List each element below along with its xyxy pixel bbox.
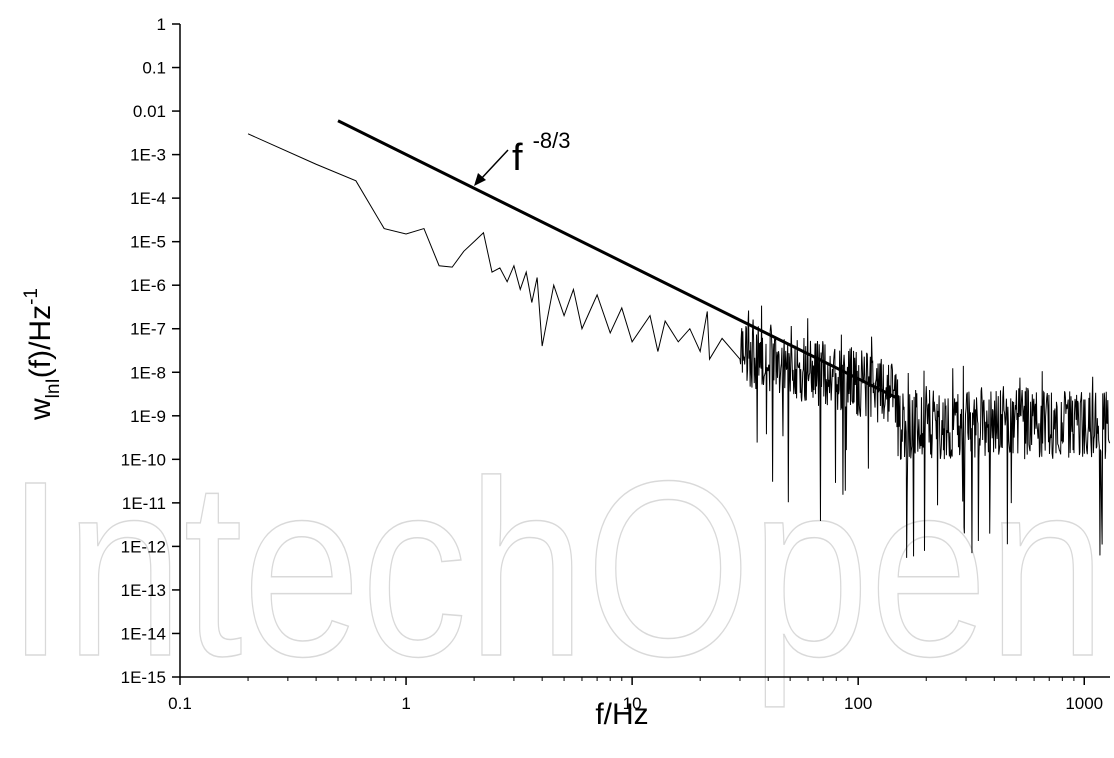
watermark-text: IntechOpen [6, 429, 1106, 708]
spectrum-series-line [247, 133, 1111, 558]
y-tick-label: 1E-8 [130, 363, 166, 382]
y-tick-label: 0.01 [133, 102, 166, 121]
y-tick-label: 1E-13 [121, 581, 166, 600]
axes [179, 24, 1110, 678]
reference-line-layer [337, 119, 899, 400]
y-tick-label: 1E-4 [130, 189, 166, 208]
y-tick-label: 1E-15 [121, 668, 166, 687]
y-axis-title-middle: (f)/Hz [24, 305, 57, 378]
x-tick-label: 0.1 [168, 694, 192, 713]
y-axis-title-base: w [24, 398, 57, 421]
annotation-label-sup: -8/3 [533, 128, 571, 153]
x-tick-label: 100 [844, 694, 872, 713]
y-tick-label: 1E-14 [121, 624, 166, 643]
y-tick-label: 1E-7 [130, 320, 166, 339]
y-axis-title-sup: -1 [21, 288, 42, 305]
annotation-arrow-shaft [479, 149, 509, 181]
x-tick-label: 10 [623, 694, 642, 713]
y-tick-label: 1E-11 [122, 494, 166, 513]
series-layer [247, 133, 1111, 558]
y-tick-label: 1E-9 [130, 407, 166, 426]
y-tick-label: 1E-10 [121, 450, 166, 469]
annotation-arrowhead-icon [474, 173, 486, 186]
y-axis-title: wlnI(f)/Hz-1 [21, 288, 64, 421]
y-ticks: 1 0.1 0.01 1E-3 1E-4 1E-5 1E-6 1E-7 1E-8 1E-9 1E-1… [121, 15, 180, 687]
reference-line [337, 119, 899, 400]
x-tick-label: 1000 [1065, 694, 1103, 713]
annotation-label-base: f [512, 137, 523, 179]
y-tick-label: 1 [157, 15, 166, 34]
y-axis-title-sub: lnI [43, 378, 64, 398]
y-tick-label: 1E-6 [130, 276, 166, 295]
x-tick-label: 1 [401, 694, 410, 713]
reference-line-annotation: f -8/3 [474, 128, 570, 186]
y-tick-label: 1E-5 [130, 233, 166, 252]
x-ticks: 0.1 1 10 100 1000 [168, 677, 1103, 713]
annotation-label: f -8/3 [512, 128, 570, 179]
y-tick-label: 1E-12 [121, 537, 166, 556]
y-tick-label: 1E-3 [130, 146, 166, 165]
x-axis-title: f/Hz [595, 698, 648, 731]
y-tick-label: 0.1 [142, 59, 166, 78]
